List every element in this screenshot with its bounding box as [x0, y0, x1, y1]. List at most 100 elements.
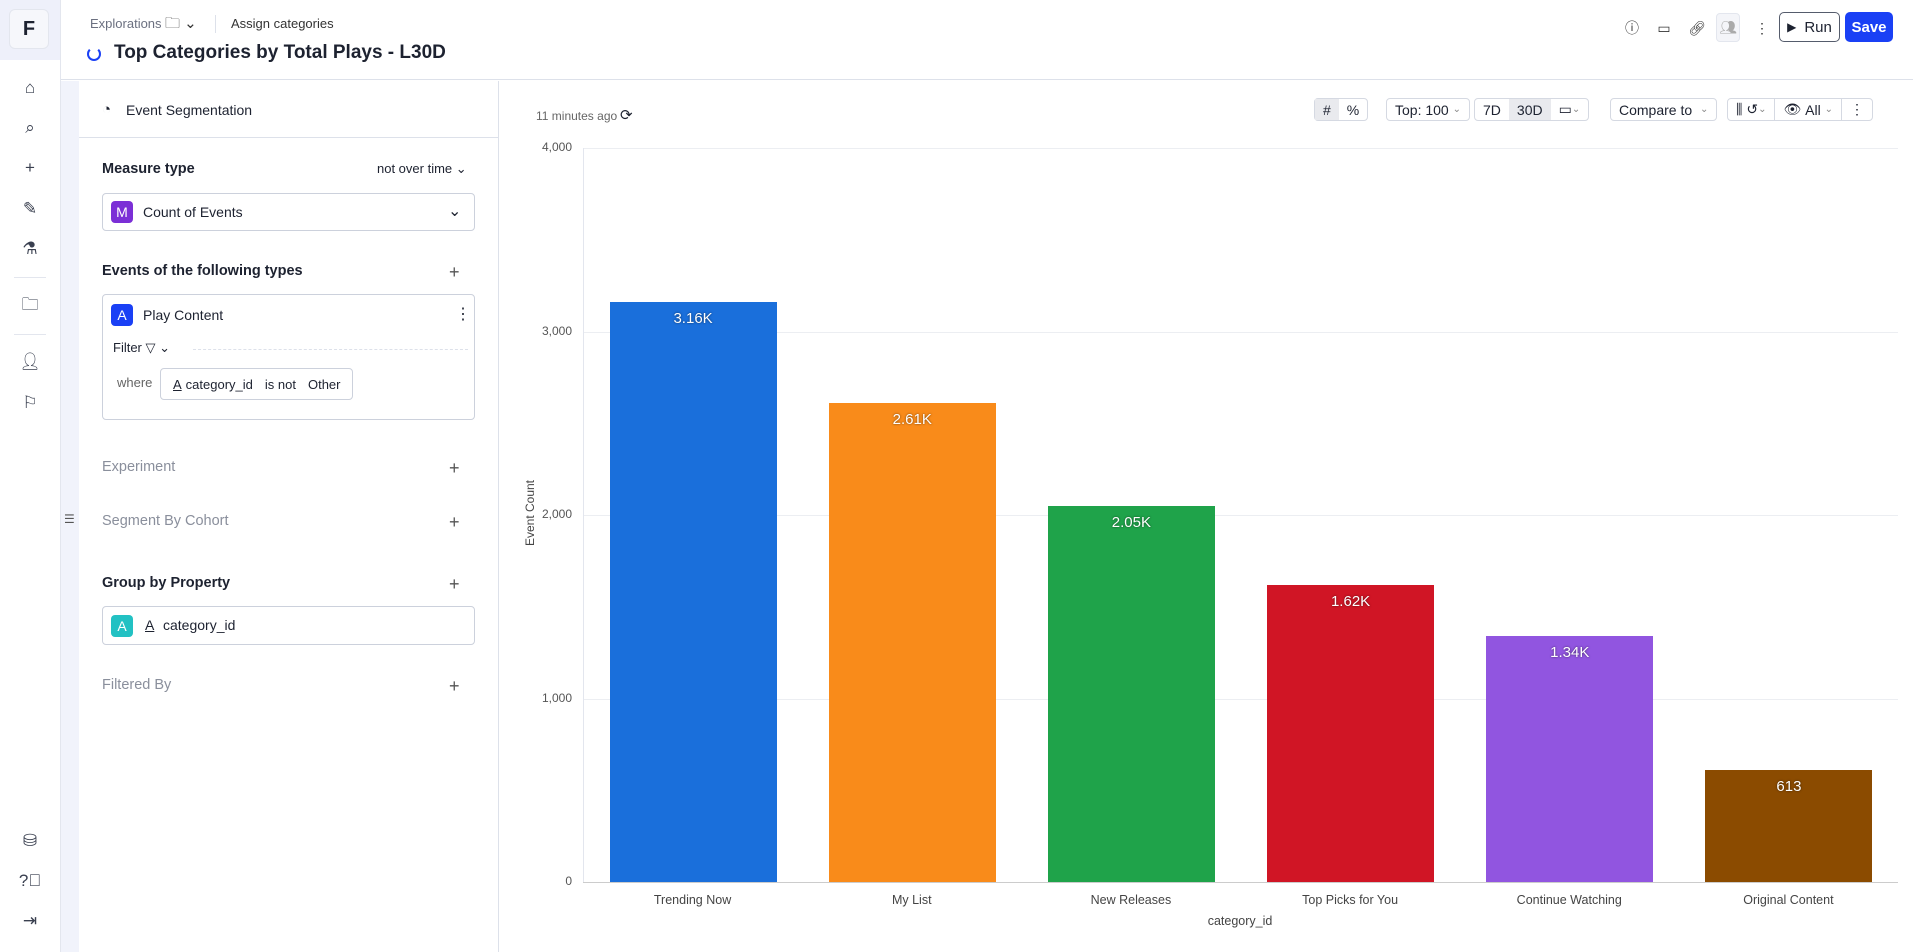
bar-chart-icon[interactable]: ⫼ ↺ ⌄ [1736, 101, 1767, 117]
nav-divider [14, 334, 46, 335]
bar-1[interactable] [828, 403, 996, 882]
experiments-icon[interactable]: ⚗ [22, 239, 38, 258]
folder-icon[interactable]: 🗀 [21, 294, 39, 314]
filter-property: category_id [185, 376, 253, 392]
run-button[interactable]: ▶ Run [1779, 12, 1840, 42]
panel-divider [79, 137, 499, 138]
play-icon: ▶ [1787, 20, 1797, 34]
page-title[interactable]: Top Categories by Total Plays - L30D [114, 42, 446, 63]
chevron-down-icon: ⌄ [455, 161, 467, 176]
group-by-label: Group by Property [102, 575, 231, 591]
header [61, 0, 1913, 80]
experiment-label: Experiment [102, 459, 176, 475]
y-axis-line [583, 148, 584, 882]
group-property: category_id [163, 617, 236, 633]
chevron-down-icon: ⌄ [1699, 104, 1709, 115]
date-range-group: 7D 30D ▭ ⌄ [1474, 98, 1590, 121]
filtered-by-label: Filtered By [102, 677, 172, 693]
help-icon[interactable]: ⓘ [1625, 20, 1639, 36]
y-tick-label: 0 [565, 874, 572, 888]
measure-badge: M [111, 201, 133, 223]
home-icon[interactable]: ⌂ [24, 78, 36, 97]
add-experiment-icon[interactable]: + [449, 458, 460, 478]
compare-to-select[interactable]: Compare to ⌄ [1610, 98, 1718, 121]
query-panel: ◔ Event Segmentation Measure type not ov… [79, 81, 499, 952]
cohort-label: Segment By Cohort [102, 513, 229, 529]
number-icon[interactable]: # [1315, 99, 1339, 120]
save-button[interactable]: Save [1845, 12, 1893, 42]
measure-mode-select[interactable]: not over time ⌄ [377, 161, 467, 177]
calendar-icon[interactable]: ▭ ⌄ [1558, 101, 1581, 117]
bar-5[interactable] [1705, 769, 1873, 882]
share-users-icon[interactable]: 👥︎ [1716, 13, 1740, 42]
bar-0[interactable] [609, 302, 777, 882]
x-axis-title: category_id [1207, 914, 1273, 928]
value-mode-toggle[interactable]: #% [1314, 98, 1369, 121]
filter-pill[interactable]: A category_id is not Other [160, 368, 353, 400]
database-icon[interactable]: ⛁ [22, 831, 38, 850]
percent-icon[interactable]: % [1346, 101, 1360, 118]
measure-mode-value: not over time [377, 161, 453, 176]
group-badge: A [111, 615, 133, 637]
chevron-down-icon: ⌄ [159, 340, 171, 355]
measure-dropdown[interactable]: M Count of Events ⌄ [102, 193, 475, 231]
data-label: 613 [1776, 777, 1802, 795]
refresh-icon[interactable]: ⟳ [620, 107, 633, 124]
top-n-select[interactable]: Top: 100 ⌄ [1386, 98, 1470, 121]
range-7d[interactable]: 7D [1483, 101, 1501, 118]
group-by-property[interactable]: A A category_id [102, 606, 475, 645]
x-tick-label: Top Picks for You [1302, 893, 1399, 907]
add-event-icon[interactable]: + [449, 262, 460, 282]
folder-icon[interactable]: 🗀 ⌄ [165, 15, 197, 32]
more-icon[interactable]: ⋮ [1840, 99, 1872, 120]
flag-icon[interactable]: ⚐ [22, 393, 38, 412]
event-name[interactable]: Play Content [143, 307, 224, 323]
more-icon[interactable]: ⋮ [1755, 19, 1769, 36]
gridline [583, 148, 1898, 149]
add-filter-icon[interactable]: + [449, 676, 460, 696]
gridline [583, 515, 1898, 516]
range-30d[interactable]: 30D [1508, 99, 1551, 120]
logo[interactable]: F [9, 9, 49, 49]
logout-icon[interactable]: ⇥ [22, 911, 38, 930]
bar-2[interactable] [1047, 505, 1215, 882]
search-icon[interactable]: ⌕ [25, 118, 35, 137]
filter-value: Other [307, 376, 341, 392]
chart-options-group: ⫼ ↺ ⌄ 👁︎ All ⌄ ⋮ [1727, 98, 1873, 121]
link-icon[interactable]: 🔗︎ [1688, 19, 1706, 36]
data-label: 2.61K [892, 411, 932, 429]
filter-toggle[interactable]: Filter ▽ ⌄ [113, 340, 170, 356]
top-n-value: Top: 100 [1395, 101, 1449, 118]
x-tick-label: Continue Watching [1516, 893, 1622, 907]
measure-type-label: Measure type [102, 161, 195, 177]
filter-icon: ▽ [145, 340, 156, 355]
y-tick-label: 2,000 [541, 507, 572, 521]
left-nav: F ⌂ ⌕ + ✎ ⚗ 🗀 👤︎ ⚐ ⛁ ?⃝ ⇥ [0, 0, 61, 952]
assign-categories-link[interactable]: Assign categories [231, 16, 334, 31]
x-tick-label: Original Content [1743, 893, 1834, 907]
filter-label: Filter [113, 340, 142, 355]
more-icon[interactable]: ⋮ [455, 306, 471, 323]
data-label: 3.16K [673, 310, 713, 328]
where-label: where [117, 375, 153, 390]
bar-3[interactable] [1267, 584, 1435, 882]
visibility-select[interactable]: 👁︎ All ⌄ [1774, 99, 1841, 120]
panel-collapse-strip [61, 81, 79, 952]
help-icon[interactable]: ?⃝ [18, 871, 42, 890]
add-cohort-icon[interactable]: + [449, 512, 460, 532]
edit-document-icon[interactable]: ✎ [22, 199, 38, 218]
segmentation-icon [87, 47, 101, 61]
y-axis-title: Event Count [523, 479, 537, 547]
event-card: A Play Content ⋮ Filter ▽ ⌄ where A cate… [102, 294, 475, 420]
nav-divider [14, 277, 46, 278]
collapse-panel-icon[interactable]: ☰ [64, 512, 75, 526]
comment-icon[interactable]: ▭ [1657, 19, 1671, 36]
user-icon[interactable]: 👤︎ [19, 352, 41, 371]
bar-4[interactable] [1486, 636, 1654, 882]
updated-time: 11 minutes ago [536, 109, 618, 123]
breadcrumb-explorations[interactable]: Explorations [90, 16, 162, 31]
add-group-icon[interactable]: + [449, 574, 460, 594]
plus-icon[interactable]: + [25, 158, 35, 177]
y-tick-label: 1,000 [541, 690, 572, 705]
run-label: Run [1804, 18, 1832, 36]
